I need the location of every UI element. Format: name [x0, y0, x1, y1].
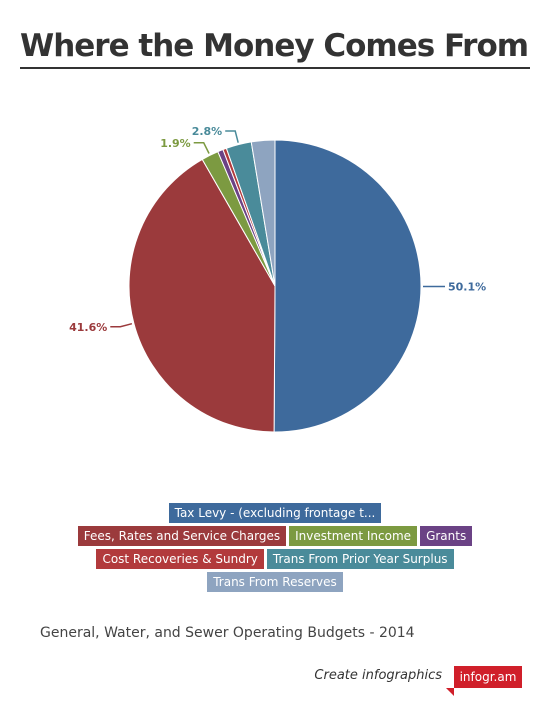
- legend-item-4[interactable]: Cost Recoveries & Sundry: [96, 549, 264, 569]
- pie-slice-0[interactable]: [273, 139, 422, 433]
- data-label-0: 50.1%: [448, 281, 486, 294]
- legend-item-2[interactable]: Investment Income: [289, 526, 418, 546]
- legend-row: Tax Levy - (excluding frontage t...: [20, 503, 530, 523]
- create-infographics-link[interactable]: Create infographics: [314, 668, 442, 683]
- legend-item-3[interactable]: Grants: [420, 526, 473, 546]
- infogram-badge[interactable]: infogr.am: [446, 666, 522, 696]
- legend-item-0[interactable]: Tax Levy - (excluding frontage t...: [168, 503, 382, 523]
- leader-line-5: [225, 130, 239, 143]
- chart-subtitle: General, Water, and Sewer Operating Budg…: [40, 625, 415, 641]
- legend-row: Cost Recoveries & Sundry Trans From Prior…: [20, 549, 530, 569]
- pie-slice-6[interactable]: [250, 139, 276, 287]
- data-label-1: 41.6%: [69, 321, 107, 334]
- legend-item-5[interactable]: Trans From Prior Year Surplus: [266, 549, 454, 569]
- leader-line-1: [110, 322, 133, 328]
- title-rule: [20, 67, 530, 69]
- pie-slice-1[interactable]: [128, 158, 276, 433]
- data-label-2: 1.9%: [160, 137, 191, 150]
- chart-title: Where the Money Comes From: [20, 28, 529, 64]
- legend-item-1[interactable]: Fees, Rates and Service Charges: [77, 526, 287, 546]
- legend-item-6[interactable]: Trans From Reserves: [207, 572, 343, 592]
- leader-line-2: [193, 142, 210, 154]
- legend-row: Fees, Rates and Service Charges Investmen…: [20, 526, 530, 546]
- legend-row: Trans From Reserves: [20, 572, 530, 592]
- chart-legend: Tax Levy - (excluding frontage t... Fees,…: [20, 503, 530, 595]
- data-label-5: 2.8%: [192, 125, 223, 138]
- pie-chart: 50.1% 41.6% 1.9%2.8%: [69, 125, 486, 433]
